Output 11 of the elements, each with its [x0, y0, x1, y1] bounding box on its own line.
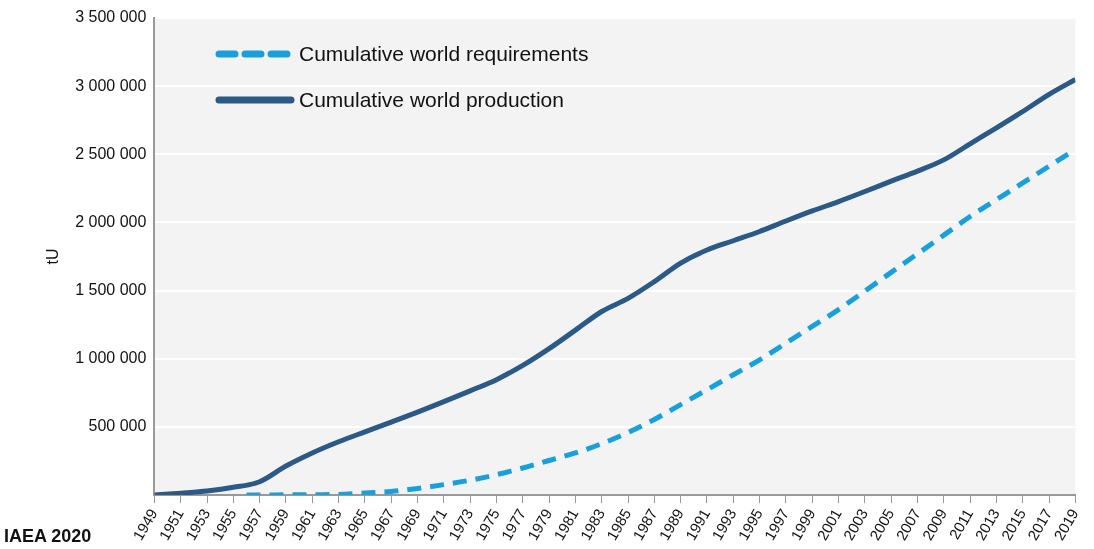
y-tick-label: 2 500 000	[75, 144, 147, 162]
y-tick-label: 3 500 000	[75, 8, 147, 26]
y-tick-label: 2 000 000	[75, 212, 147, 230]
legend-label: Cumulative world production	[299, 88, 564, 112]
y-tick-label: 1 500 000	[75, 281, 147, 299]
y-tick-label: 3 000 000	[75, 76, 147, 94]
text: IAEA 2020	[4, 526, 92, 547]
y-tick-label: 500 000	[88, 417, 147, 435]
y-axis-title: tU	[44, 248, 62, 265]
legend-label: Cumulative world requirements	[299, 42, 589, 66]
y-tick-label: 1 000 000	[75, 349, 147, 367]
